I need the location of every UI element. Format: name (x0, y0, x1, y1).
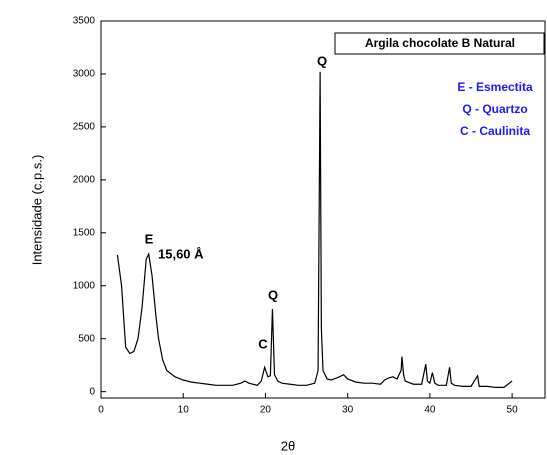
peak-annotation: C (258, 336, 268, 351)
legend-text: C - Caulinita (460, 124, 530, 138)
y-tick-label: 1000 (73, 280, 96, 291)
x-tick-label: 20 (260, 405, 272, 416)
y-axis-label: Intensidade (c.p.s.) (29, 155, 44, 266)
x-tick-label: 40 (424, 405, 436, 416)
peak-annotation: 15,60 Å (158, 246, 204, 261)
legend-text: E - Esmectita (457, 80, 533, 94)
x-tick-label: 30 (342, 405, 354, 416)
y-tick-label: 0 (89, 386, 95, 397)
x-tick-label: 0 (98, 405, 104, 416)
peak-annotation: E (145, 231, 154, 246)
legend-text: Q - Quartzo (462, 102, 527, 116)
peak-annotation: Q (268, 287, 278, 302)
plot-frame (100, 20, 546, 399)
y-tick-label: 2000 (73, 174, 96, 185)
y-tick-label: 2500 (73, 122, 96, 133)
y-tick-label: 3500 (73, 16, 96, 27)
y-tick-label: 3000 (73, 69, 96, 80)
x-tick-label: 10 (178, 405, 190, 416)
peak-annotation: Q (317, 53, 327, 68)
x-axis-label: 2θ (281, 438, 295, 453)
y-tick-label: 1500 (73, 227, 96, 238)
title-box (334, 32, 545, 55)
x-tick-label: 50 (507, 405, 519, 416)
y-tick-label: 500 (78, 333, 95, 344)
chart-title: Argila chocolate B Natural (365, 36, 515, 50)
xrd-line (116, 71, 513, 389)
